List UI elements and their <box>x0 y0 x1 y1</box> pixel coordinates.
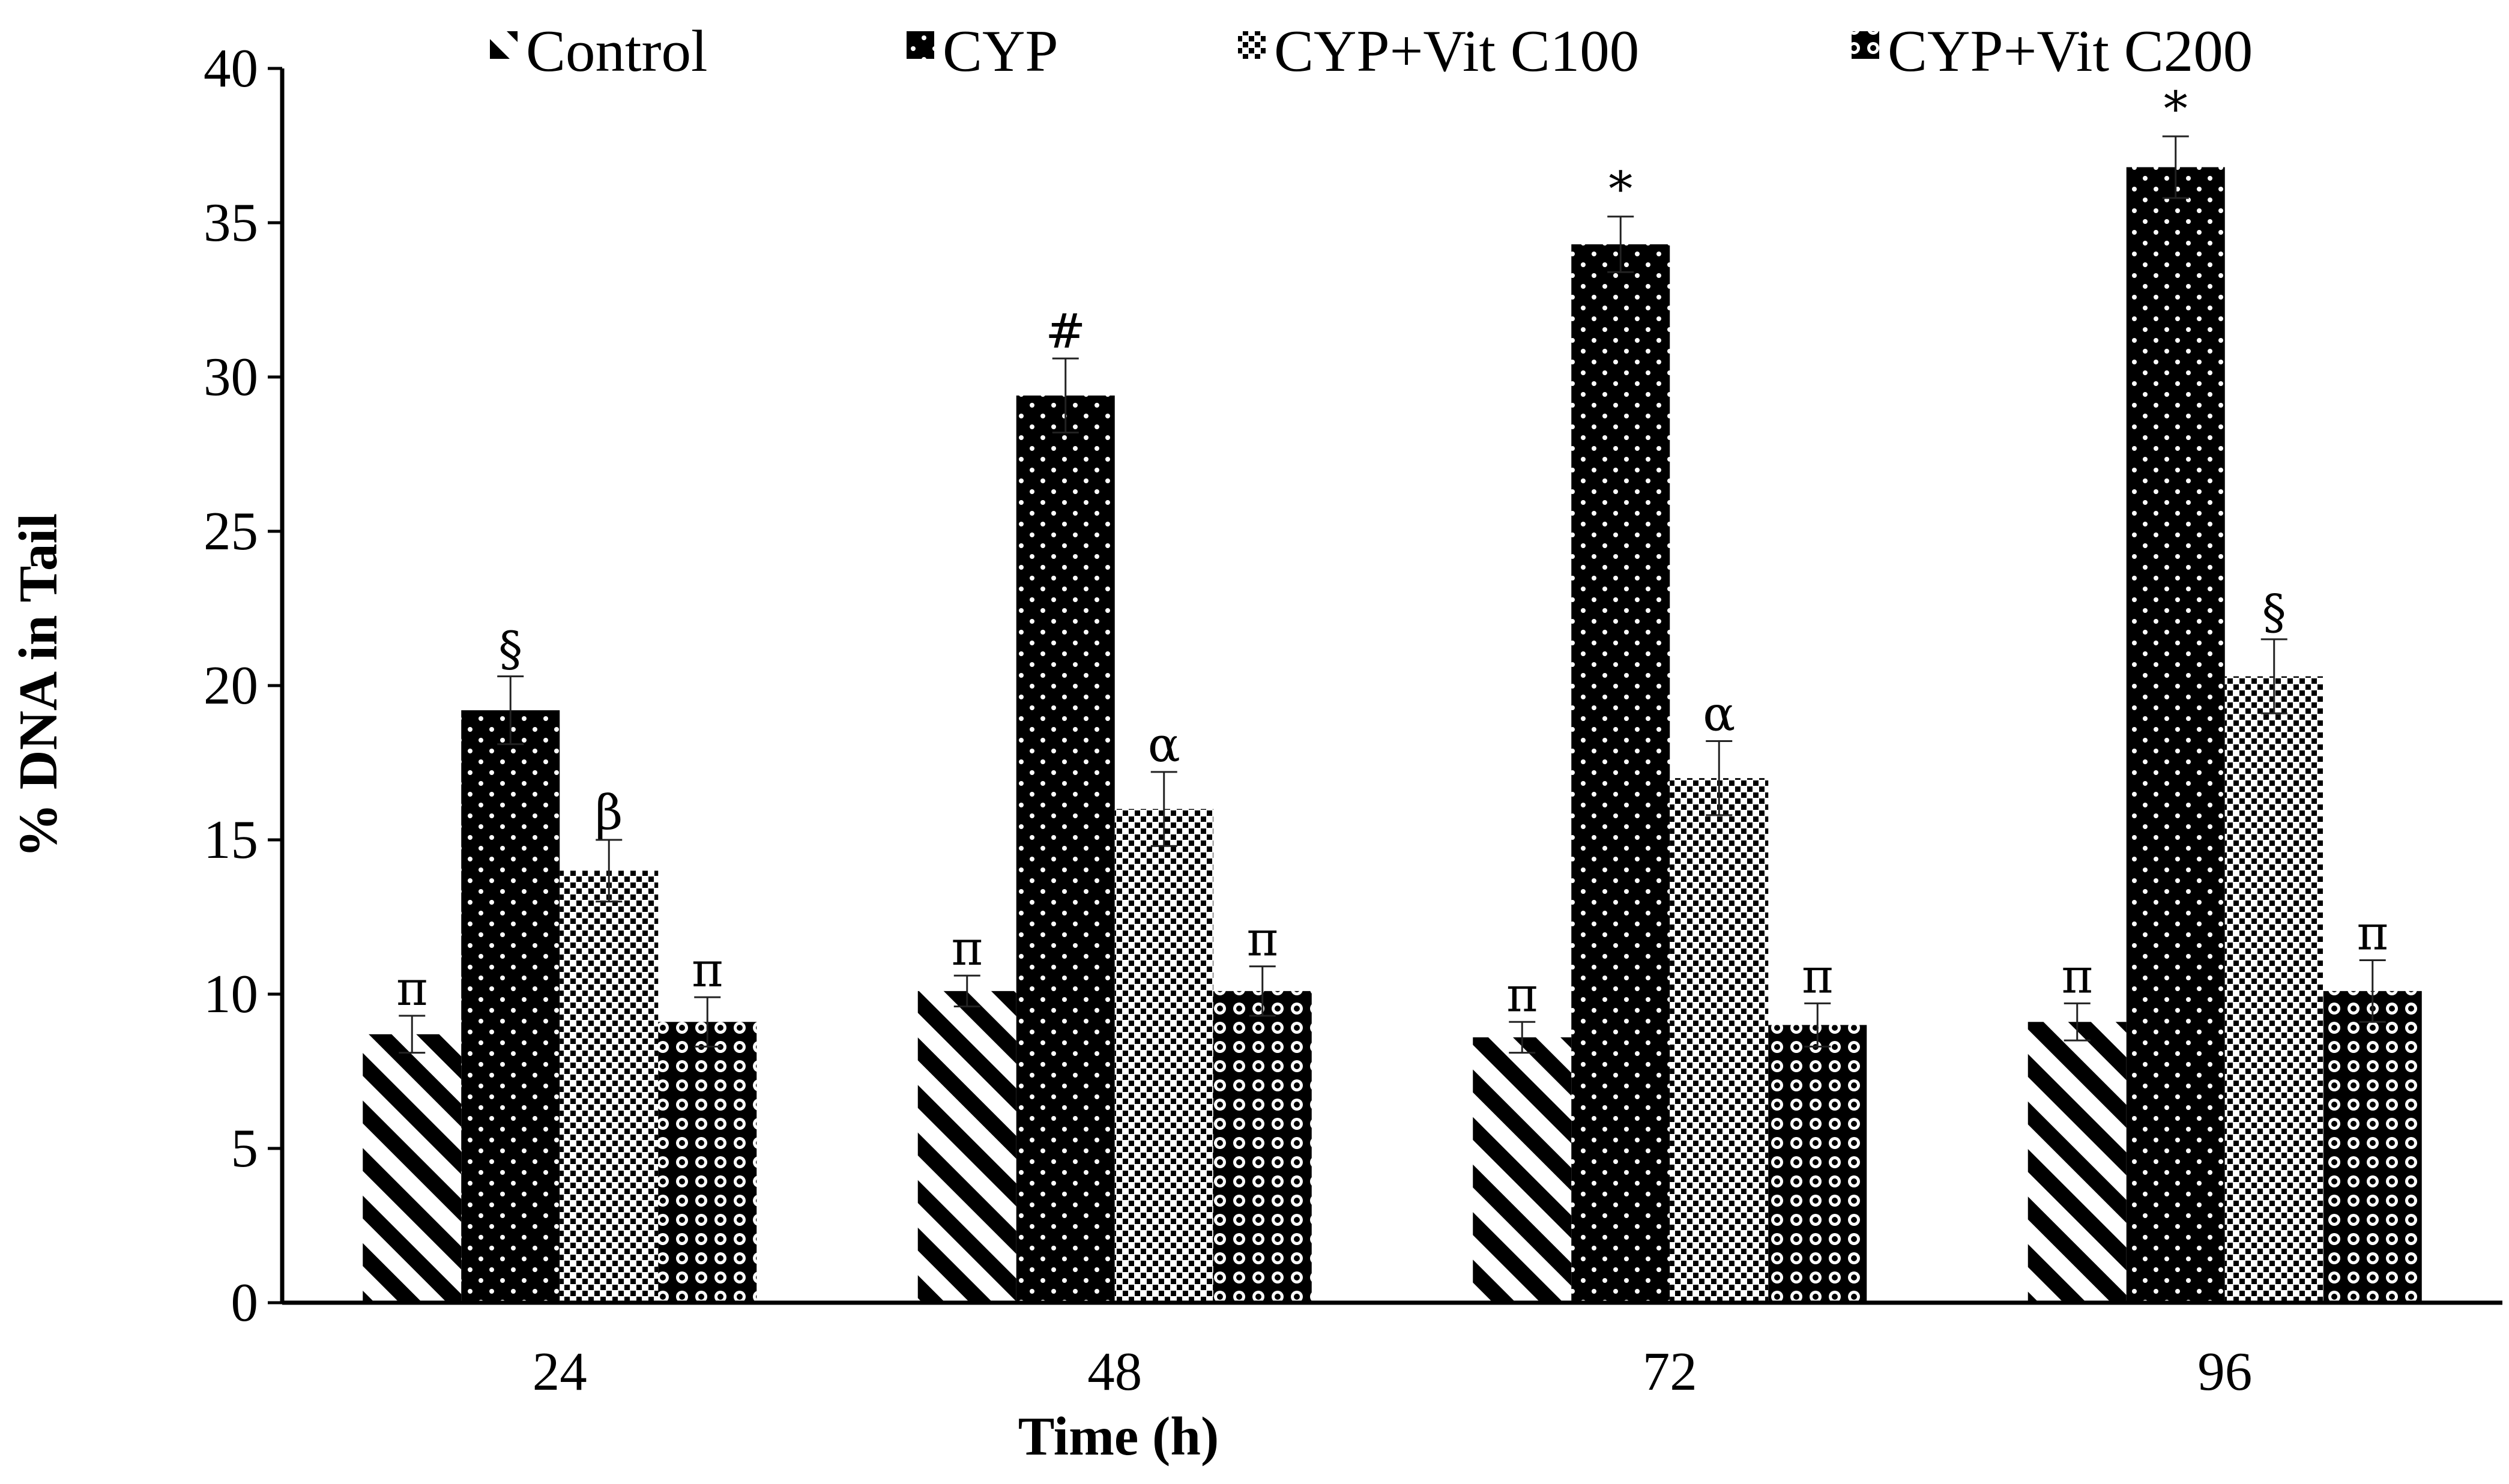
bars <box>363 167 2422 1303</box>
significance-label: β <box>595 785 623 840</box>
significance-label: * <box>2164 81 2188 137</box>
bar <box>1114 809 1213 1303</box>
legend: Control CYP CYP+Vit C100 CYP+Vit C200 <box>490 19 2253 84</box>
y-tick-label: 25 <box>204 501 258 561</box>
significance-label: π <box>396 961 428 1016</box>
y-tick-label: 20 <box>204 655 258 716</box>
bar <box>2126 167 2225 1303</box>
significance-label: α <box>1703 686 1735 742</box>
y-tick-label: 30 <box>204 346 258 407</box>
legend-swatch <box>907 31 934 59</box>
legend-swatch <box>1238 31 1266 59</box>
bar <box>917 991 1016 1303</box>
bar <box>1016 395 1115 1303</box>
y-axis: 0 5 10 15 20 25 30 35 40 <box>204 38 285 1333</box>
bar <box>2027 1022 2127 1303</box>
x-tick-label: 72 <box>1643 1341 1697 1402</box>
y-tick-label: 15 <box>204 809 258 870</box>
bar <box>1213 991 1312 1303</box>
significance-label: π <box>1246 911 1278 967</box>
significance-label: π <box>692 942 723 998</box>
legend-swatch <box>490 31 518 59</box>
bar <box>658 1022 757 1303</box>
y-tick-label: 40 <box>204 38 258 98</box>
x-tick-label: 24 <box>533 1341 587 1402</box>
bar <box>461 710 560 1303</box>
significance-label: * <box>1608 161 1632 217</box>
y-tick-label: 5 <box>231 1118 259 1178</box>
significance-labels: π § β π π # α π π * α π π * § π <box>396 81 2388 1022</box>
y-tick-label: 35 <box>204 192 258 253</box>
y-axis-title: % DNA in Tail <box>8 513 68 858</box>
significance-label: § <box>498 621 522 677</box>
legend-label: Control <box>526 19 708 84</box>
bar <box>2224 676 2323 1303</box>
bar <box>560 870 659 1303</box>
bar <box>1571 244 1670 1303</box>
bar <box>1768 1025 1867 1303</box>
x-tick-label: 48 <box>1087 1341 1142 1402</box>
significance-label: π <box>951 920 983 976</box>
legend-label: CYP+Vit C200 <box>1888 19 2253 84</box>
x-axis-title: Time (h) <box>1018 1406 1219 1467</box>
significance-label: § <box>2262 584 2286 640</box>
significance-label: π <box>2357 905 2388 961</box>
significance-label: π <box>2061 948 2093 1004</box>
significance-label: # <box>1045 303 1085 359</box>
bar <box>363 1034 462 1303</box>
error-bars <box>399 135 2386 1054</box>
legend-label: CYP <box>943 19 1058 84</box>
x-axis: 24 48 72 96 <box>282 1300 2502 1402</box>
bar <box>2323 991 2422 1303</box>
significance-label: α <box>1148 717 1180 773</box>
bar <box>1473 1037 1572 1303</box>
y-tick-label: 10 <box>204 964 258 1024</box>
y-tick-label: 0 <box>231 1272 259 1333</box>
legend-label: CYP+Vit C100 <box>1274 19 1639 84</box>
legend-swatch <box>1852 31 1879 59</box>
significance-label: π <box>1506 967 1538 1022</box>
significance-label: π <box>1802 948 1834 1004</box>
x-tick-label: 96 <box>2197 1341 2252 1402</box>
bar <box>1670 778 1769 1303</box>
